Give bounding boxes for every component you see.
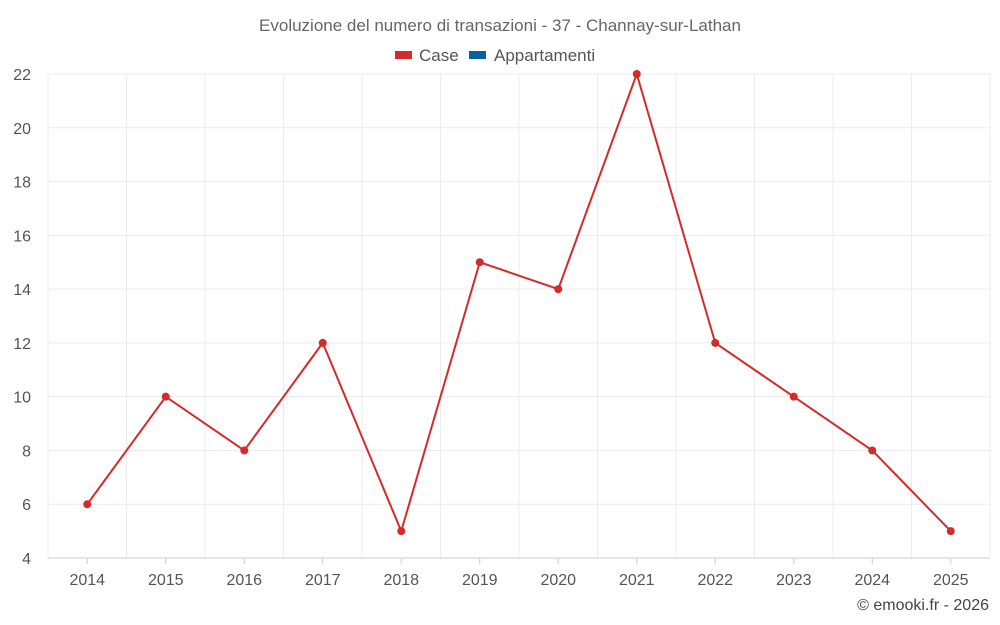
- x-axis-ticks: 2014 2015 2016 2017 2018 2019 2020 2021 2022 2023…: [69, 558, 969, 589]
- data-point-case[interactable]: [789, 392, 798, 401]
- x-tick-label: 2023: [776, 572, 812, 589]
- legend-label-case: Case: [419, 46, 459, 65]
- x-tick-label: 2024: [854, 572, 890, 589]
- legend-label-appartamenti: Appartamenti: [494, 46, 595, 65]
- x-tick-label: 2019: [462, 572, 498, 589]
- data-point-case[interactable]: [318, 338, 327, 347]
- legend-item-appartamenti[interactable]: Appartamenti: [469, 46, 595, 65]
- y-tick-label: 20: [13, 121, 31, 138]
- chart-title: Evoluzione del numero di transazioni - 3…: [259, 16, 741, 35]
- data-point-case[interactable]: [397, 527, 406, 536]
- legend: Case Appartamenti: [395, 46, 595, 65]
- series-line-case: [86, 73, 952, 533]
- x-tick-label: 2018: [383, 572, 419, 589]
- x-tick-label: 2022: [697, 572, 733, 589]
- y-tick-label: 22: [13, 67, 31, 84]
- credit-text: © emooki.fr - 2026: [857, 597, 989, 614]
- data-point-case[interactable]: [475, 258, 484, 267]
- data-point-case[interactable]: [946, 527, 955, 536]
- data-point-case[interactable]: [868, 446, 877, 455]
- y-tick-label: 4: [22, 551, 31, 568]
- legend-swatch-appartamenti: [469, 51, 486, 59]
- grid: [47, 73, 991, 558]
- y-tick-label: 10: [13, 390, 31, 407]
- data-point-case[interactable]: [632, 70, 641, 78]
- data-point-case[interactable]: [711, 338, 720, 347]
- x-tick-label: 2016: [226, 572, 262, 589]
- y-tick-label: 6: [22, 497, 31, 514]
- data-point-case[interactable]: [161, 392, 170, 401]
- y-tick-label: 16: [13, 228, 31, 245]
- x-tick-label: 2020: [540, 572, 576, 589]
- legend-swatch-case: [395, 51, 412, 59]
- y-tick-label: 18: [13, 175, 31, 192]
- data-point-case[interactable]: [83, 500, 92, 509]
- x-tick-label: 2014: [69, 572, 105, 589]
- x-tick-label: 2025: [933, 572, 969, 589]
- data-point-case[interactable]: [240, 446, 249, 455]
- y-tick-label: 12: [13, 336, 31, 353]
- y-tick-label: 14: [13, 282, 31, 299]
- legend-item-case[interactable]: Case: [395, 46, 459, 65]
- x-tick-label: 2015: [148, 572, 184, 589]
- data-point-case[interactable]: [554, 285, 563, 294]
- x-tick-label: 2021: [619, 572, 655, 589]
- x-tick-label: 2017: [305, 572, 341, 589]
- y-tick-label: 8: [22, 443, 31, 460]
- y-axis-ticks: 4 6 8 10 12 14 16 18 20 22: [13, 67, 31, 568]
- series: [83, 70, 955, 536]
